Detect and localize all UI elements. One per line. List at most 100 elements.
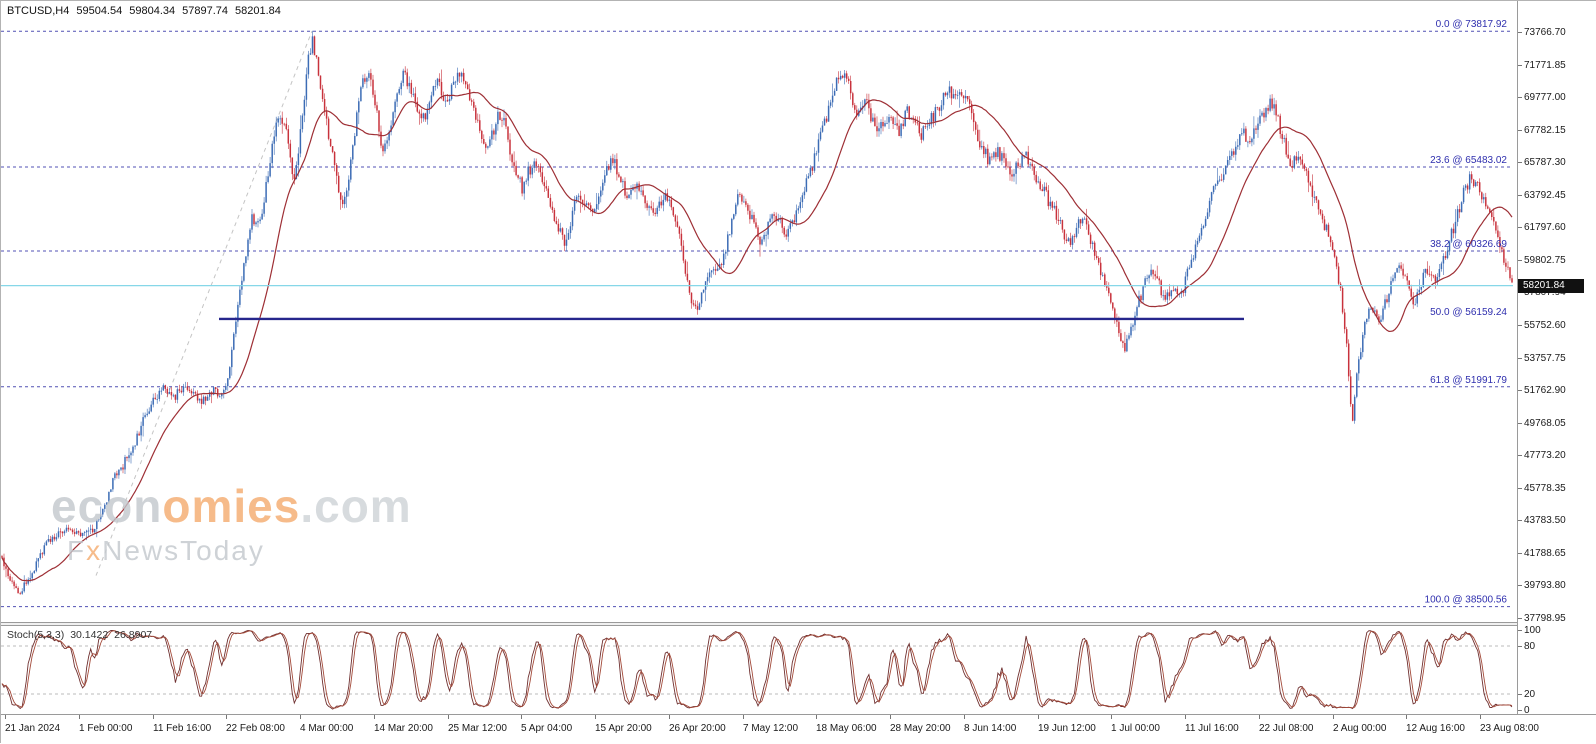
stoch-signal-line xyxy=(1,630,1513,709)
price-tick-mark xyxy=(1517,358,1522,359)
price-tick-mark xyxy=(1517,162,1522,163)
trendline xyxy=(95,31,313,576)
time-axis[interactable]: 21 Jan 2024 1 Feb 00:00 11 Feb 16:00 22 Feb… xyxy=(1,715,1596,744)
panel-splitter[interactable] xyxy=(1,622,1517,626)
stoch-tick-label: 0 xyxy=(1524,705,1530,716)
time-tick-mark xyxy=(669,715,670,719)
price-tick-mark xyxy=(1517,65,1522,66)
candles xyxy=(1,30,1513,595)
price-tick-mark xyxy=(1517,325,1522,326)
price-tick-mark xyxy=(1517,32,1522,33)
price-tick-label: 61797.60 xyxy=(1524,222,1566,233)
time-tick-label: 1 Feb 00:00 xyxy=(79,723,133,734)
stoch-tick-mark xyxy=(1517,694,1522,695)
price-tick-label: 39793.80 xyxy=(1524,580,1566,591)
time-tick-label: 12 Aug 16:00 xyxy=(1406,723,1465,734)
price-tick-label: 59802.75 xyxy=(1524,255,1566,266)
price-tick-label: 71771.85 xyxy=(1524,60,1566,71)
fib-label: 0.0 @ 73817.92 xyxy=(1436,19,1508,30)
candles-down-bodies xyxy=(1,36,1513,595)
main-chart[interactable]: 0.0 @ 73817.92 23.6 @ 65483.02 38.2 @ 6032… xyxy=(1,1,1517,622)
stoch-tick-label: 100 xyxy=(1524,625,1541,636)
symbol-timeframe: BTCUSD,H4 xyxy=(7,5,70,17)
candles-up-bodies xyxy=(21,36,1485,594)
price-tick-mark xyxy=(1517,423,1522,424)
time-tick-label: 8 Jun 14:00 xyxy=(964,723,1017,734)
current-price-box: 58201.84 xyxy=(1518,279,1584,293)
time-tick-label: 11 Jul 16:00 xyxy=(1185,723,1239,734)
price-tick-label: 49768.05 xyxy=(1524,418,1566,429)
time-tick-label: 2 Aug 00:00 xyxy=(1333,723,1387,734)
time-tick-mark xyxy=(5,715,6,719)
price-tick-mark xyxy=(1517,585,1522,586)
time-tick-label: 11 Feb 16:00 xyxy=(153,723,212,734)
time-tick-label: 18 May 06:00 xyxy=(816,723,877,734)
fib-label: 61.8 @ 51991.79 xyxy=(1430,375,1507,386)
stoch-time-separator xyxy=(1,714,1596,715)
time-tick-label: 5 Apr 04:00 xyxy=(521,723,573,734)
time-tick-mark xyxy=(816,715,817,719)
ohlc-close: 58201.84 xyxy=(235,5,281,17)
fib-label: 23.6 @ 65483.02 xyxy=(1430,155,1507,166)
price-tick-label: 47773.20 xyxy=(1524,450,1566,461)
time-tick-label: 15 Apr 20:00 xyxy=(595,723,652,734)
time-tick-mark xyxy=(1038,715,1039,719)
stoch-tick-label: 80 xyxy=(1524,641,1536,652)
candles-down-wicks xyxy=(1,35,1513,595)
time-tick-label: 19 Jun 12:00 xyxy=(1038,723,1096,734)
price-axis[interactable]: 58201.84 73766.70 71771.85 69777.00 67782.1… xyxy=(1517,1,1596,716)
time-tick-mark xyxy=(1480,715,1481,719)
time-tick-mark xyxy=(964,715,965,719)
time-tick-mark xyxy=(890,715,891,719)
time-tick-mark xyxy=(300,715,301,719)
time-tick-mark xyxy=(226,715,227,719)
time-tick-mark xyxy=(521,715,522,719)
stoch-tick-mark xyxy=(1517,630,1522,631)
time-tick-mark xyxy=(79,715,80,719)
stochastic-label: Stoch(5,3,3) 30.1422 26.8907 xyxy=(7,629,158,641)
time-tick-label: 21 Jan 2024 xyxy=(5,723,61,734)
fibonacci-lines xyxy=(1,30,1513,608)
price-tick-mark xyxy=(1517,97,1522,98)
ohlc-info: BTCUSD,H4 59504.54 59804.34 57897.74 58201.8… xyxy=(7,5,288,17)
stochastic-name: Stoch(5,3,3) xyxy=(7,629,65,641)
time-tick-mark xyxy=(1185,715,1186,719)
time-tick-mark xyxy=(1111,715,1112,719)
price-tick-label: 45778.35 xyxy=(1524,483,1566,494)
moving-average-line xyxy=(1,91,1513,582)
price-tick-mark xyxy=(1517,195,1522,196)
price-tick-label: 65787.30 xyxy=(1524,157,1566,168)
time-tick-mark xyxy=(153,715,154,719)
price-tick-mark xyxy=(1517,260,1522,261)
price-tick-mark xyxy=(1517,390,1522,391)
ohlc-high: 59804.34 xyxy=(129,5,176,17)
price-tick-label: 67782.15 xyxy=(1524,125,1566,136)
stochastic-signal-value: 26.8907 xyxy=(114,629,153,641)
axis-separator xyxy=(1517,1,1518,714)
price-tick-mark xyxy=(1517,553,1522,554)
price-tick-mark xyxy=(1517,488,1522,489)
current-price-value: 58201.84 xyxy=(1523,280,1565,291)
time-tick-label: 1 Jul 00:00 xyxy=(1111,723,1160,734)
time-tick-label: 7 May 12:00 xyxy=(743,723,799,734)
stoch-tick-label: 20 xyxy=(1524,689,1536,700)
time-tick-mark xyxy=(1333,715,1334,719)
price-tick-mark xyxy=(1517,520,1522,521)
price-tick-label: 73766.70 xyxy=(1524,27,1566,38)
price-tick-label: 51762.90 xyxy=(1524,385,1566,396)
price-tick-label: 41788.65 xyxy=(1524,548,1566,559)
time-tick-mark xyxy=(1259,715,1260,719)
ohlc-low: 57897.74 xyxy=(182,5,229,17)
price-tick-label: 43783.50 xyxy=(1524,515,1566,526)
price-tick-label: 63792.45 xyxy=(1524,190,1566,201)
time-tick-label: 14 Mar 20:00 xyxy=(374,723,433,734)
stoch-tick-mark xyxy=(1517,646,1522,647)
stochastic-chart[interactable] xyxy=(1,626,1517,714)
price-tick-label: 53757.75 xyxy=(1524,353,1566,364)
stoch-tick-mark xyxy=(1517,710,1522,711)
time-tick-label: 25 Mar 12:00 xyxy=(448,723,507,734)
fib-label: 38.2 @ 60326.69 xyxy=(1430,239,1507,250)
time-tick-mark xyxy=(448,715,449,719)
price-tick-label: 37798.95 xyxy=(1524,613,1566,624)
